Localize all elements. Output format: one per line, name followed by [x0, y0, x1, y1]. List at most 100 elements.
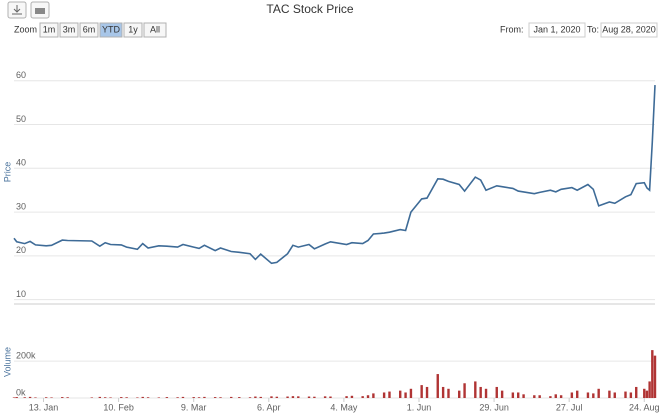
volume-bar	[291, 396, 295, 398]
volume-bar	[230, 396, 233, 398]
zoom-button-label: 1y	[128, 24, 138, 34]
volume-bar	[382, 392, 386, 398]
volume-bar	[157, 397, 161, 398]
volume-bar	[479, 386, 482, 398]
x-tick-label: 13. Jan	[29, 402, 59, 412]
volume-bar	[643, 388, 646, 398]
volume-bar	[307, 396, 311, 398]
volume-bar	[238, 397, 241, 398]
volume-bar	[484, 388, 488, 398]
volume-bar	[103, 397, 107, 398]
volume-bar	[624, 391, 627, 398]
volume-bar	[425, 386, 429, 398]
volume-bar	[592, 393, 595, 398]
x-tick-label: 10. Feb	[103, 402, 134, 412]
volume-bar	[533, 395, 536, 398]
volume-bar	[345, 396, 348, 398]
volume-bar	[181, 396, 185, 398]
volume-bar	[44, 397, 48, 398]
volume-bar	[538, 395, 541, 398]
y-tick-label: 50	[16, 114, 26, 124]
from-input[interactable]	[528, 22, 586, 38]
volume-bar	[495, 386, 498, 398]
volume-bar	[635, 386, 638, 398]
volume-bar	[458, 390, 461, 398]
to-input[interactable]	[600, 22, 658, 38]
volume-bar	[522, 394, 525, 398]
volume-bar	[500, 390, 504, 398]
volume-bar	[248, 397, 252, 398]
to-value: Aug 28, 2020	[602, 24, 656, 34]
volume-bar	[436, 374, 439, 398]
volume-bar	[447, 388, 450, 398]
volume-bar	[165, 397, 169, 398]
volume-bar	[653, 355, 657, 398]
volume-bar	[323, 396, 327, 398]
volume-bar	[648, 381, 651, 398]
zoom-button[interactable]	[123, 22, 143, 38]
volume-bar	[98, 396, 102, 398]
volume-bar	[645, 390, 649, 398]
zoom-button-label: YTD	[102, 24, 121, 34]
volume-bar	[399, 390, 402, 398]
zoom-button-label: All	[150, 24, 160, 34]
volume-bar	[517, 392, 520, 398]
x-tick-label: 9. Mar	[181, 402, 207, 412]
volume-bar	[420, 385, 423, 398]
volume-bar	[404, 392, 407, 398]
volume-bar	[463, 383, 466, 398]
y-tick-label: 30	[16, 201, 26, 211]
volume-bar	[109, 397, 112, 398]
volume-bar	[554, 394, 557, 398]
x-tick-label: 24. Aug	[629, 402, 660, 412]
zoom-button[interactable]	[99, 22, 123, 38]
volume-bar	[570, 392, 574, 398]
zoom-button[interactable]	[59, 22, 79, 38]
volume-bar	[254, 396, 257, 398]
volume-bar	[192, 397, 195, 398]
volume-bar	[66, 397, 69, 398]
volume-bar	[23, 397, 26, 398]
volume-bar	[286, 396, 289, 398]
zoom-button[interactable]	[143, 22, 167, 38]
volume-bar	[613, 392, 616, 398]
zoom-button-label: 3m	[63, 24, 76, 34]
volume-bar	[259, 396, 262, 398]
zoom-button-label: 1m	[43, 24, 56, 34]
volume-bar	[136, 397, 139, 398]
volume-bar	[372, 393, 375, 398]
volume-bar	[146, 397, 150, 398]
volume-bar	[12, 397, 16, 398]
volume-bar	[213, 397, 217, 398]
volume-bar	[270, 396, 273, 398]
to-label: To:	[587, 24, 599, 34]
price-line	[13, 85, 656, 265]
volume-bar	[219, 397, 222, 398]
y2-tick-label: 200k	[16, 351, 36, 361]
volume-bar	[28, 396, 32, 398]
volume-bar	[366, 395, 370, 398]
volume-bar	[176, 397, 179, 398]
volume-bar	[275, 396, 279, 398]
volume-bar	[329, 396, 332, 398]
y-tick-label: 10	[16, 289, 26, 299]
volume-bar	[90, 397, 93, 398]
volume-bar	[597, 388, 600, 398]
x-tick-label: 29. Jun	[479, 402, 509, 412]
volume-bar	[34, 397, 37, 398]
volume-bar	[586, 392, 590, 398]
zoom-button-label: 6m	[83, 24, 96, 34]
volume-bar	[511, 392, 515, 398]
chart-title: TAC Stock Price	[266, 2, 353, 16]
volume-bar	[629, 392, 633, 398]
x-tick-label: 1. Jun	[407, 402, 432, 412]
zoom-button[interactable]	[79, 22, 99, 38]
volume-bar	[549, 396, 552, 398]
download-icon	[12, 5, 22, 15]
volume-bar	[409, 388, 413, 398]
x-tick-label: 27. Jul	[556, 402, 583, 412]
zoom-button[interactable]	[39, 22, 59, 38]
volume-bar	[197, 397, 201, 398]
volume-bar	[559, 395, 563, 398]
